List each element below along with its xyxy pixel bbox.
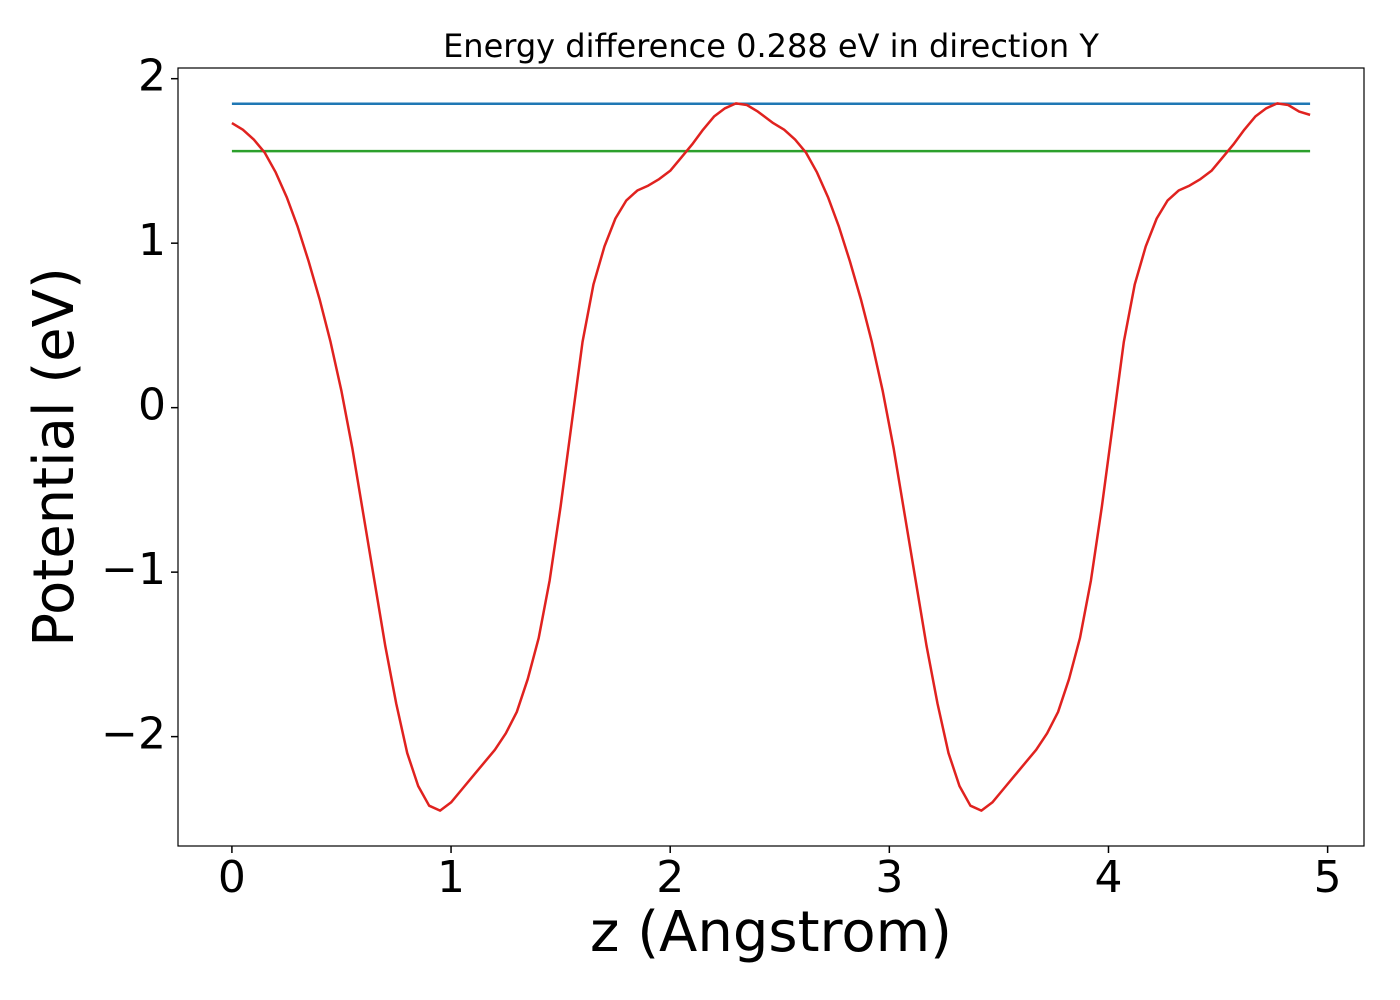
x-tick-label: 2 [656, 852, 684, 903]
x-tick-label: 3 [875, 852, 903, 903]
x-tick-label: 4 [1094, 852, 1122, 903]
y-axis-label: Potential (eV) [22, 267, 87, 647]
x-axis-label: z (Angstrom) [590, 900, 952, 965]
y-tick-label: 1 [138, 215, 166, 266]
x-tick-label: 0 [218, 852, 246, 903]
plot-frame [177, 67, 1365, 847]
x-tick-label: 1 [437, 852, 465, 903]
line-series [231, 102, 1311, 812]
y-tick-label: 0 [138, 380, 166, 431]
x-tick-label: 5 [1314, 852, 1342, 903]
y-tick-label: −2 [101, 709, 166, 760]
y-tick-label: 2 [138, 51, 166, 102]
chart-title: Energy difference 0.288 eV in direction … [443, 27, 1099, 65]
y-tick-label: −1 [101, 544, 166, 595]
